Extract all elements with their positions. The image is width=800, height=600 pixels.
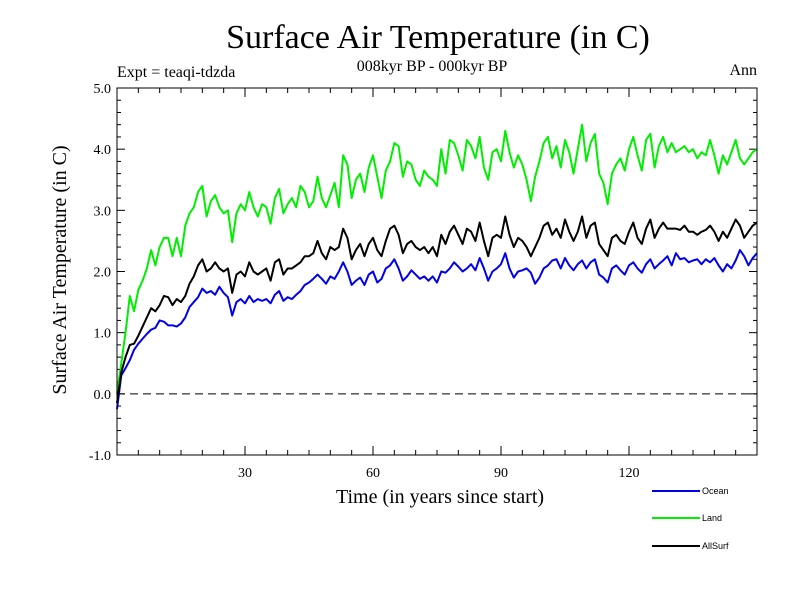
y-axis-title: Surface Air Temperature (in C) bbox=[49, 145, 71, 394]
x-axis-title: Time (in years since start) bbox=[336, 486, 544, 508]
legend-label-land: Land bbox=[702, 513, 722, 523]
x-tick-label: 120 bbox=[619, 466, 640, 481]
chart-title: Surface Air Temperature (in C) bbox=[226, 19, 650, 56]
y-tick-label: 2.0 bbox=[94, 266, 112, 281]
legend: Ocean Land AllSurf bbox=[652, 486, 729, 551]
series-lines bbox=[116, 123, 758, 410]
y-tick-label: 1.0 bbox=[94, 327, 112, 342]
series-line-ocean bbox=[116, 249, 758, 410]
legend-label-ocean: Ocean bbox=[702, 486, 729, 496]
x-tick-label: 90 bbox=[494, 466, 508, 481]
chart-subtitle: 008kyr BP - 000kyr BP bbox=[357, 58, 508, 75]
y-tick-label: 3.0 bbox=[94, 204, 112, 219]
legend-label-allsurf: AllSurf bbox=[702, 541, 729, 551]
x-tick-label: 60 bbox=[366, 466, 380, 481]
series-line-land bbox=[116, 123, 758, 394]
y-tick-label: 5.0 bbox=[94, 82, 112, 97]
season-label: Ann bbox=[729, 62, 757, 79]
series-line-allsurf bbox=[116, 215, 758, 404]
y-tick-label: 4.0 bbox=[94, 143, 112, 158]
x-tick-label: 30 bbox=[238, 466, 252, 481]
experiment-label: Expt = teaqi-tdzda bbox=[117, 64, 235, 81]
y-tick-label: -1.0 bbox=[89, 449, 111, 464]
axis-ticks: -1.0 0.0 1.0 2.0 3.0 4.0 5.0 30 60 90 120 bbox=[89, 82, 757, 481]
y-tick-label: 0.0 bbox=[94, 388, 112, 403]
plot-frame bbox=[116, 87, 758, 456]
